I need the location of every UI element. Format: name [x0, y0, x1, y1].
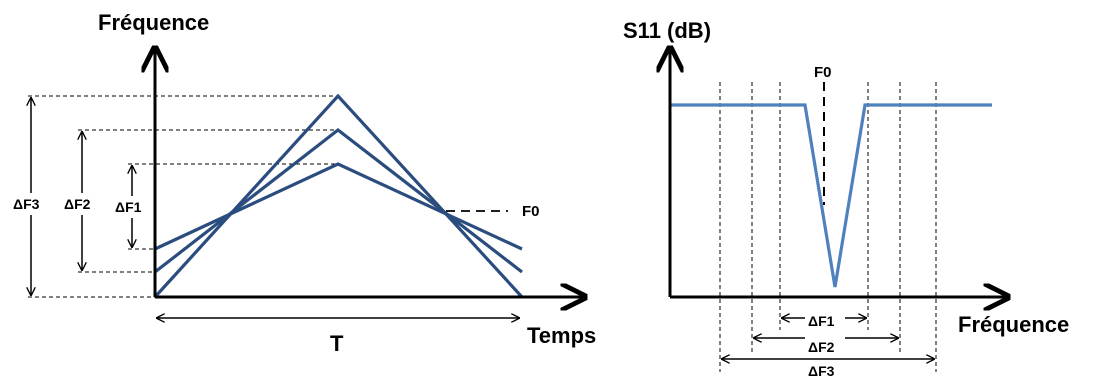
- left-diagram: Fréquence Temps T F0 ΔF1 ΔF2 ΔF3: [11, 10, 596, 356]
- left-dashed-guides: [28, 95, 338, 298]
- bw2-label: ΔF2: [808, 339, 835, 355]
- right-diagram: S11 (dB) Fréquence F0 ΔF1 ΔF2 ΔF3: [623, 18, 1069, 376]
- bw3-label: ΔF3: [808, 363, 835, 376]
- right-y-axis-label: S11 (dB): [623, 18, 711, 43]
- df2-label-bg: [62, 193, 102, 215]
- df2-label: ΔF2: [64, 196, 91, 212]
- bw1-label-bg: [805, 310, 845, 326]
- right-f0-label: F0: [814, 64, 832, 81]
- left-f0-label: F0: [522, 203, 540, 220]
- bw1-label: ΔF1: [808, 313, 835, 329]
- period-label: T: [330, 331, 344, 356]
- bw2-label-bg: [805, 330, 845, 347]
- df3-label-bg: [11, 193, 51, 215]
- right-dashed-guides: [719, 82, 937, 372]
- left-x-axis-label: Temps: [527, 323, 596, 348]
- ramp-df3: [153, 93, 524, 299]
- frequency-ramps: [153, 93, 524, 299]
- left-y-axis-label: Fréquence: [98, 10, 209, 35]
- ramp-df1: [154, 162, 523, 251]
- right-x-axis-label: Fréquence: [958, 312, 1069, 337]
- bw3-label-bg: [805, 361, 845, 376]
- s11-curve: [670, 103, 992, 288]
- ramp-df2: [154, 127, 523, 274]
- df1-label: ΔF1: [115, 199, 142, 215]
- df1-label-bg: [112, 196, 152, 218]
- df3-label: ΔF3: [13, 196, 40, 212]
